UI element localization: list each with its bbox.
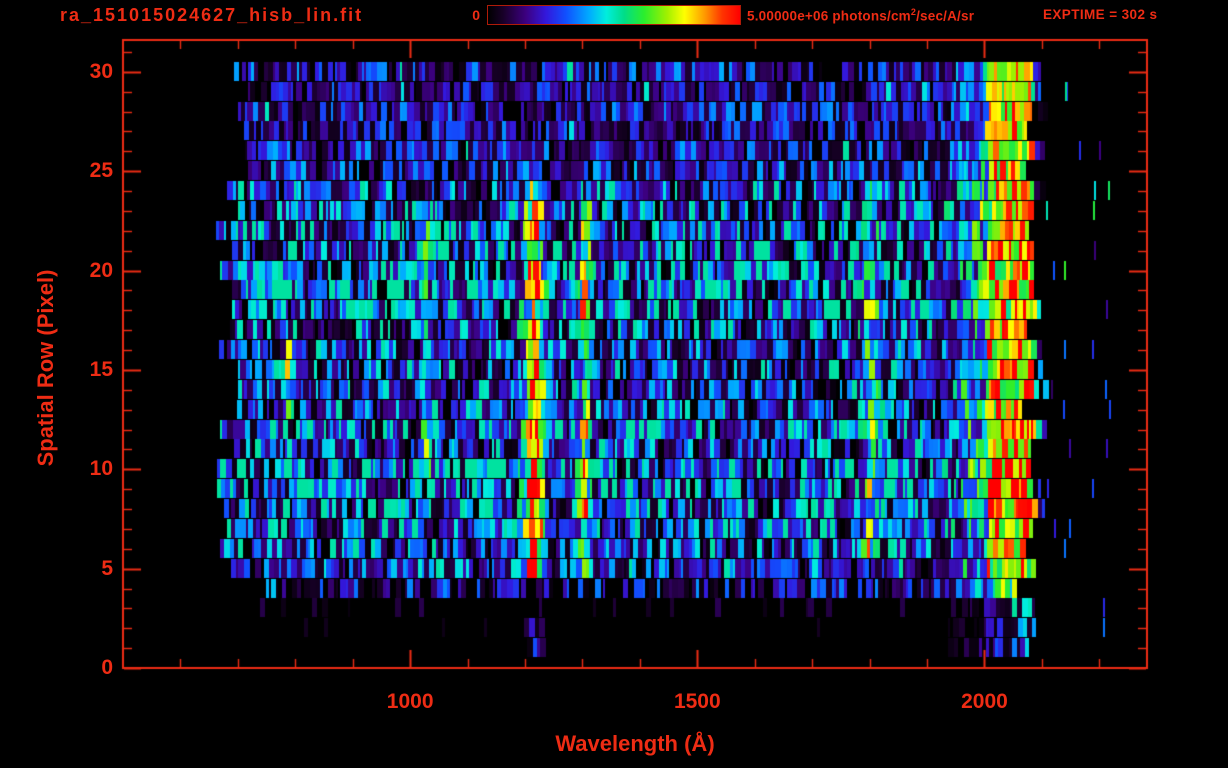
y-tick-label: 0 (101, 656, 113, 679)
colorbar-units-superscript: 2 (910, 7, 917, 17)
colorbar-max-value: 5.00000e+06 photons/cm (747, 8, 911, 24)
y-tick-label: 20 (89, 258, 113, 282)
y-tick-label: 25 (89, 159, 113, 183)
colorbar-max-label: 5.00000e+06 photons/cm2/sec/A/sr (747, 7, 974, 24)
x-axis-title: Wavelength (Å) (555, 731, 715, 756)
x-tick-label: 1000 (386, 690, 434, 713)
y-tick-label: 30 (89, 59, 113, 83)
exptime-label: EXPTIME = 302 s (1043, 7, 1158, 22)
colorbar-units-suffix: /sec/A/sr (916, 8, 975, 24)
y-axis-title: Spatial Row (Pixel) (33, 269, 58, 467)
plot-title: ra_151015024627_hisb_lin.fit (60, 5, 364, 25)
colorbar-gradient (487, 5, 741, 25)
y-tick-label: 10 (89, 457, 113, 481)
colorbar-min-label: 0 (472, 7, 480, 23)
y-tick-label: 5 (101, 556, 113, 580)
y-tick-label: 15 (89, 357, 113, 381)
x-tick-label: 1500 (673, 690, 721, 713)
x-tick-label: 2000 (961, 690, 1008, 713)
